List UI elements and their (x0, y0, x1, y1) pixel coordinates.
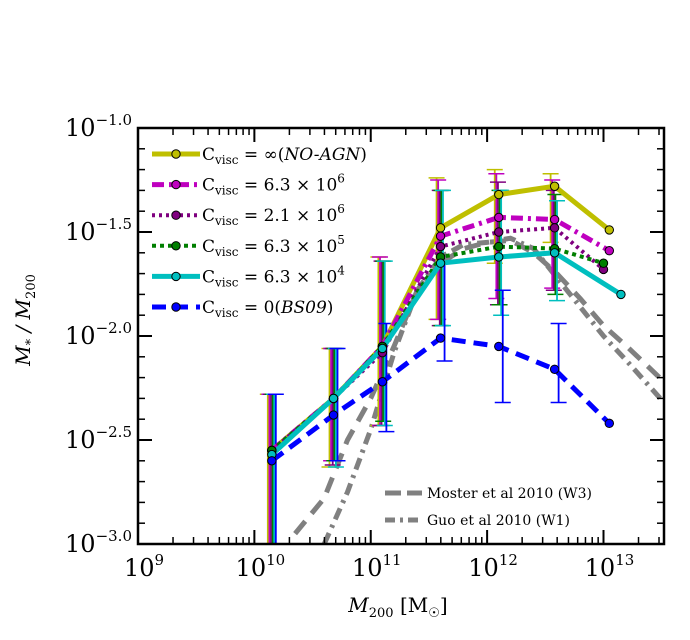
legend-marker-3 (171, 241, 181, 251)
legend-label-1: Cvisc = 6.3 × 106 (202, 172, 345, 198)
ref-legend-label-1: Guo et al 2010 (W1) (427, 513, 570, 529)
reference-line-1 (321, 235, 664, 544)
point-4-4 (494, 252, 504, 262)
point-2-5 (549, 223, 560, 233)
x-axis-label: M200 [M☉] (347, 593, 447, 621)
point-1-4 (494, 212, 504, 223)
axis-labels: M200 [M☉] M* / M200 (11, 274, 448, 621)
point-4-6 (616, 289, 626, 300)
legend-label-0: Cvisc = ∞(NO-AGN) (202, 145, 367, 167)
point-4-2 (377, 343, 388, 354)
y-tick-label-0: 10−1.0 (65, 111, 132, 142)
point-5-1 (328, 410, 339, 420)
legend-marker-0 (171, 149, 181, 159)
legend-marker-4 (171, 271, 181, 282)
point-5-4 (494, 341, 504, 352)
point-2-4 (494, 227, 504, 237)
reference-legend: Moster et al 2010 (W3) Guo et al 2010 (W1… (385, 486, 592, 529)
legend: Cvisc = ∞(NO-AGN) Cvisc = 6.3 × 106 Cvisc … (152, 145, 367, 320)
y-tick-label-3: 10−2.5 (65, 423, 132, 454)
x-tick-label-0: 109 (124, 551, 164, 582)
point-5-2 (377, 377, 388, 387)
x-tick-label-2: 1011 (352, 551, 402, 582)
y-tick-label-4: 10−3.0 (65, 527, 132, 558)
legend-label-5: Cvisc = 0(BS09) (202, 298, 333, 320)
plot-frame (136, 126, 666, 546)
point-3-6 (598, 258, 609, 268)
point-1-6 (604, 246, 615, 256)
point-1-5 (549, 214, 560, 225)
point-4-3 (435, 258, 446, 268)
x-tick-label-3: 1012 (468, 551, 518, 582)
point-0-5 (549, 181, 560, 191)
y-axis-label: M* / M200 (11, 274, 39, 367)
legend-marker-1 (171, 179, 181, 190)
point-0-3 (435, 223, 446, 233)
legend-label-2: Cvisc = 2.1 × 106 (202, 202, 345, 228)
point-1-3 (435, 231, 446, 241)
reference-line-0 (293, 237, 664, 536)
point-5-3 (435, 333, 446, 343)
point-5-6 (604, 418, 615, 429)
x-tick-label-4: 1013 (585, 551, 635, 582)
y-tick-label-1: 10−1.5 (65, 215, 132, 246)
point-0-4 (494, 189, 504, 200)
y-tick-label-2: 10−2.0 (65, 319, 132, 350)
point-3-4 (494, 241, 504, 252)
legend-label-4: Cvisc = 6.3 × 104 (202, 263, 345, 289)
x-tick-label-1: 1010 (236, 551, 286, 582)
point-0-6 (604, 225, 615, 235)
legend-label-3: Cvisc = 6.3 × 105 (202, 233, 345, 259)
ref-legend-label-0: Moster et al 2010 (W3) (427, 486, 592, 502)
legend-marker-2 (171, 210, 181, 220)
series-layer (259, 168, 664, 544)
point-4-1 (328, 393, 339, 404)
point-5-5 (549, 364, 560, 374)
point-2-3 (435, 241, 446, 252)
point-5-0 (267, 456, 277, 466)
legend-marker-5 (171, 302, 181, 312)
point-4-5 (549, 248, 560, 258)
